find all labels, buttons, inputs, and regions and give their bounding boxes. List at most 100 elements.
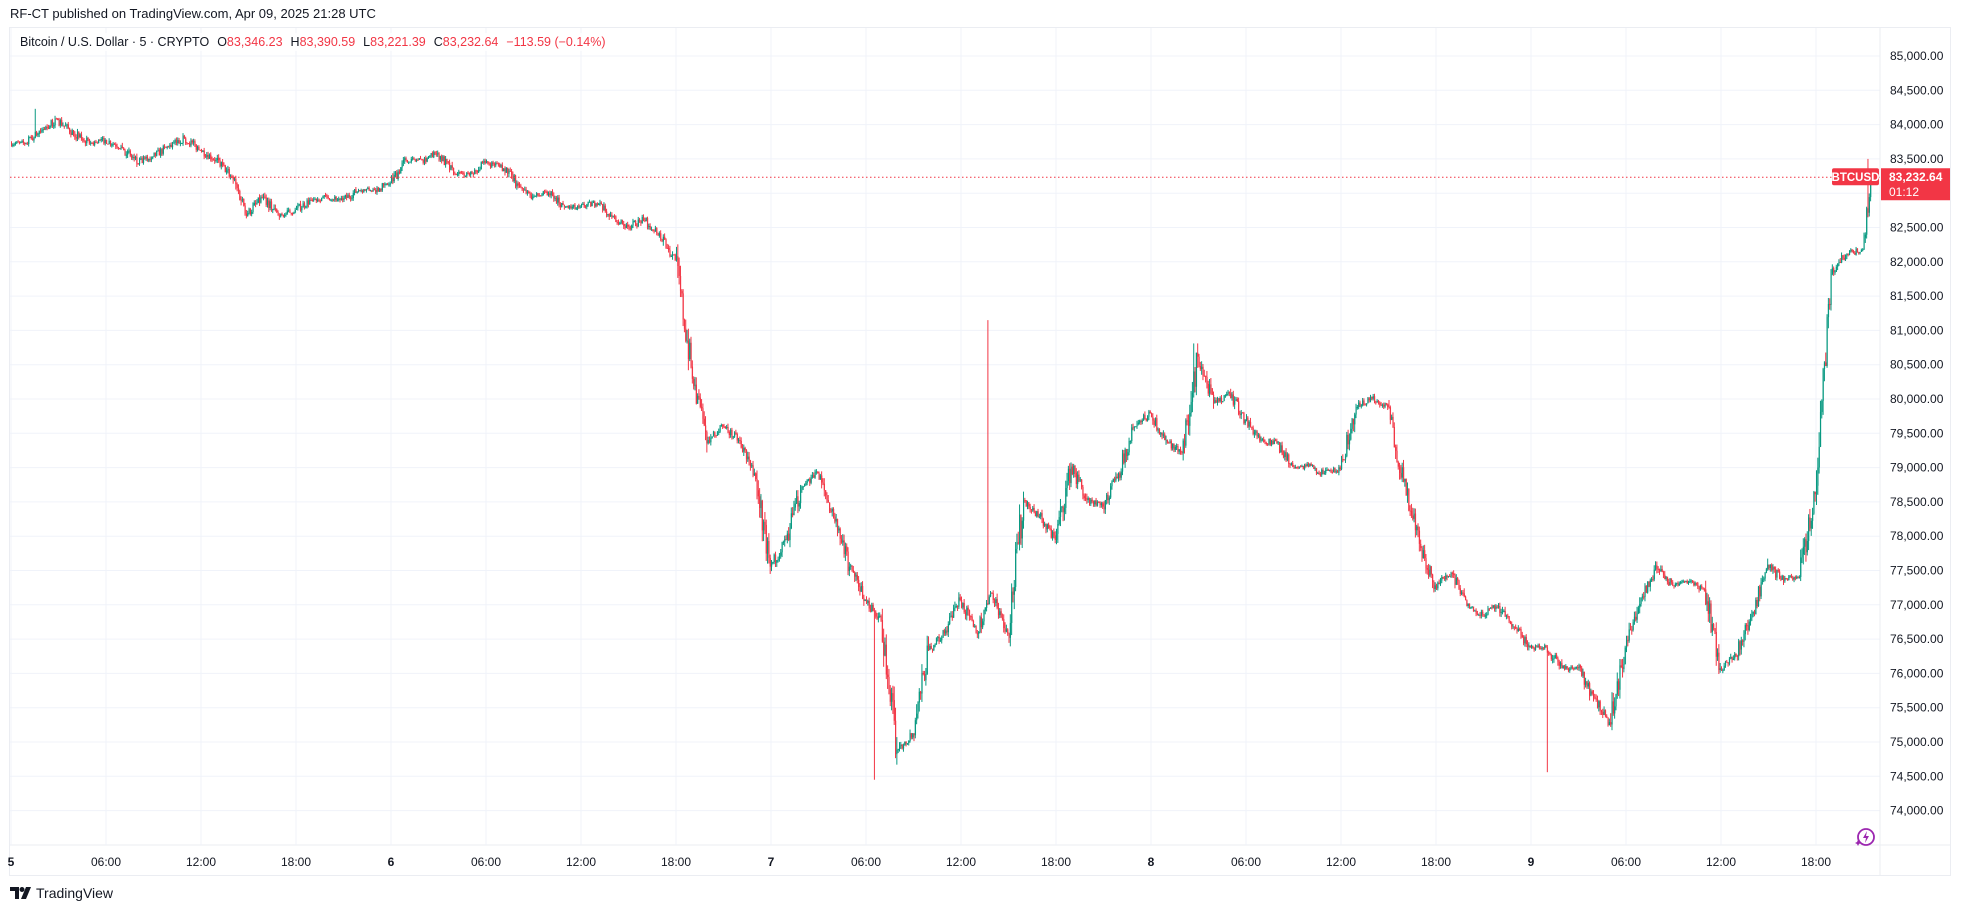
time-tick-label: 18:00 (1421, 855, 1451, 869)
candle-body (1714, 628, 1716, 632)
candle-body (708, 440, 711, 443)
candle-body (1575, 667, 1578, 669)
candle-body (1622, 667, 1624, 670)
candle-body (1825, 362, 1827, 366)
candle-body (925, 674, 927, 681)
candle-body (661, 239, 663, 242)
candle-body (1066, 480, 1068, 489)
candle-body (36, 131, 38, 136)
candle-body (1158, 429, 1161, 435)
candle-body (211, 159, 213, 161)
candle-body (1660, 569, 1662, 572)
candle-body (1614, 706, 1616, 714)
candle-body (317, 199, 319, 201)
candle-body (846, 546, 848, 552)
candle-body (512, 174, 514, 182)
candle-body (1801, 554, 1803, 558)
candle-body (1819, 412, 1822, 447)
candle-body (195, 144, 197, 150)
candle-body (51, 120, 54, 127)
candle-body (1474, 610, 1476, 612)
candle-body (1058, 516, 1060, 525)
candle-body (20, 141, 22, 143)
candle-body (255, 202, 257, 204)
candle-body (720, 424, 723, 427)
candle-body (344, 195, 347, 198)
candle-body (917, 702, 919, 714)
candle-body (1286, 454, 1289, 461)
candle-body (641, 217, 643, 224)
candle-body (161, 149, 163, 154)
candle-body (1863, 237, 1865, 250)
candle-body (1422, 550, 1425, 559)
candle-body (53, 125, 55, 127)
symbol-title[interactable]: Bitcoin / U.S. Dollar · 5 · CRYPTO (20, 35, 210, 49)
candle-body (1147, 416, 1149, 421)
candle-body (883, 641, 885, 656)
candle-body (499, 164, 501, 167)
candle-body (1523, 637, 1525, 644)
candle-body (1544, 645, 1546, 649)
candle-body (513, 175, 515, 182)
candle-body (49, 125, 51, 129)
candle-body (285, 213, 287, 215)
candle-body (548, 193, 550, 196)
price-tick-label: 79,000.00 (1890, 461, 1944, 475)
candle-body (730, 429, 732, 435)
candle-body (268, 200, 270, 208)
candle-body (1505, 615, 1508, 617)
candle-body (644, 219, 646, 222)
candle-body (1319, 474, 1322, 476)
candle-body (847, 551, 849, 572)
price-tick-label: 84,000.00 (1890, 118, 1944, 132)
candle-body (1500, 611, 1502, 613)
candle-body (863, 598, 865, 601)
candle-body (1202, 366, 1204, 376)
candle-body (657, 233, 659, 236)
candle-body (1213, 394, 1215, 404)
candle-body (1527, 644, 1529, 647)
tradingview-logo[interactable]: TradingView (10, 885, 113, 901)
candle-body (549, 193, 551, 196)
candle-body (1310, 463, 1312, 466)
candle-body (1578, 665, 1580, 669)
candle-body (1476, 613, 1479, 616)
candle-body (871, 604, 873, 612)
candle-body (1151, 413, 1153, 417)
candle-body (650, 229, 653, 231)
candle-body (517, 183, 519, 186)
candle-body (1764, 572, 1766, 579)
candle-body (1412, 515, 1414, 519)
candle-body (98, 139, 100, 143)
candle-body (29, 136, 31, 138)
candle-body (142, 157, 145, 163)
candle-body (1752, 611, 1754, 615)
candle-body (455, 173, 457, 175)
candle-body (406, 159, 409, 163)
candle-body (728, 431, 730, 435)
candle-body (966, 607, 968, 616)
candle-body (616, 222, 618, 224)
candle-body (1034, 512, 1037, 517)
candle-body (84, 141, 87, 144)
lightning-sparkle-icon[interactable] (1853, 825, 1877, 849)
candle-body (1095, 500, 1097, 506)
candle-body (166, 146, 168, 148)
candle-body (1418, 530, 1421, 544)
candle-body (1449, 575, 1451, 577)
candle-body (1144, 414, 1146, 419)
candle-body (1261, 439, 1264, 441)
candle-body (1798, 577, 1801, 579)
candle-body (198, 146, 200, 150)
candle-body (1721, 668, 1723, 671)
candle-body (1755, 599, 1757, 615)
candle-body (1042, 518, 1045, 526)
candle-body (170, 145, 172, 148)
candle-body (1156, 418, 1158, 430)
candle-body (1569, 668, 1571, 671)
time-tick-label: 18:00 (1801, 855, 1831, 869)
candle-body (579, 206, 581, 208)
candle-body (592, 201, 595, 203)
candle-body (798, 503, 800, 507)
